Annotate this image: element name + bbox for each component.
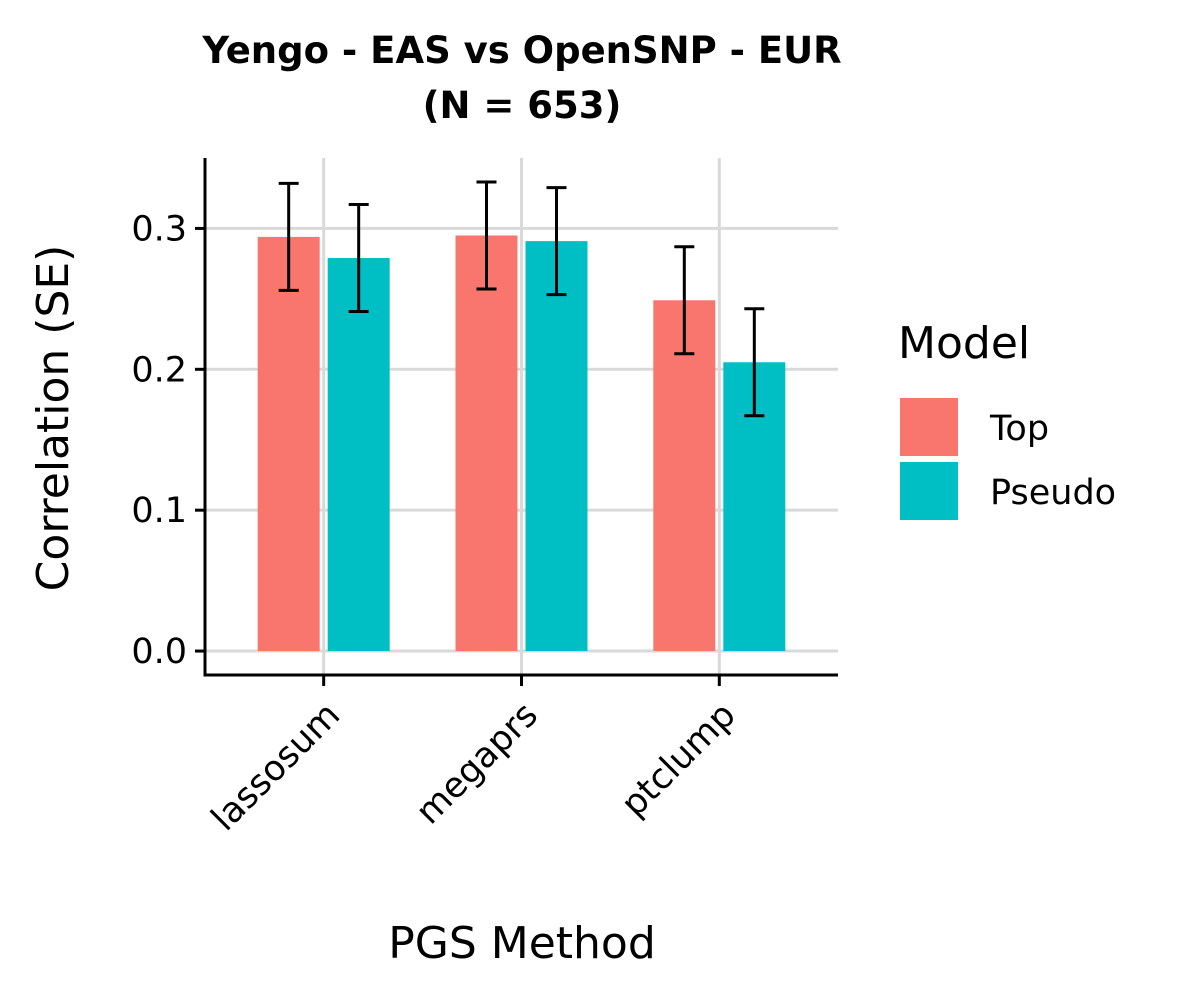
legend-swatch-pseudo [900, 462, 958, 520]
legend-label-top: Top [989, 409, 1049, 449]
x-tick-label-ptclump: ptclump [614, 695, 744, 825]
y-tick-label-1: 0.1 [131, 491, 187, 531]
legend-swatch-top [900, 398, 958, 456]
bar-megaprs-pseudo [525, 241, 588, 652]
x-tick-label-megaprs: megaprs [409, 695, 546, 832]
y-axis-title: Correlation (SE) [28, 245, 79, 592]
bar-lassosum-pseudo [327, 258, 390, 652]
bar-ptclump-top [653, 300, 716, 652]
y-tick-label-0: 0.0 [131, 632, 187, 672]
y-tick-label-2: 0.2 [131, 350, 187, 390]
legend-label-pseudo: Pseudo [990, 473, 1116, 513]
errorbar-layer [278, 180, 765, 418]
bar-lassosum-top [257, 236, 320, 652]
x-tick-label-lassosum: lassosum [204, 695, 348, 839]
bar-megaprs-top [455, 235, 518, 652]
bar-layer [257, 235, 786, 652]
x-axis-title: PGS Method [388, 918, 656, 969]
chart-subtitle: (N = 653) [423, 84, 622, 127]
chart-title: Yengo - EAS vs OpenSNP - EUR [201, 29, 841, 72]
legend: Model Top Pseudo [898, 318, 1116, 520]
y-tick-label-3: 0.3 [131, 209, 187, 249]
legend-title: Model [898, 318, 1030, 369]
